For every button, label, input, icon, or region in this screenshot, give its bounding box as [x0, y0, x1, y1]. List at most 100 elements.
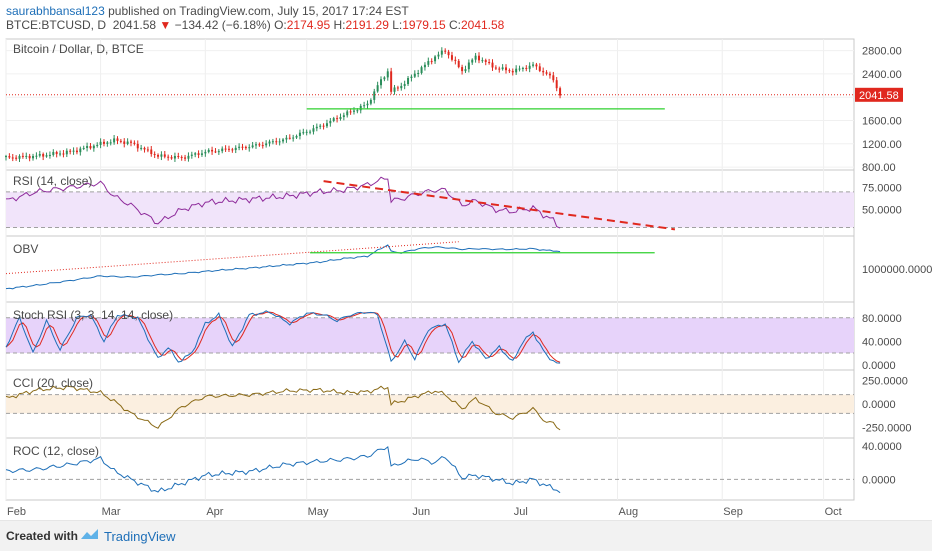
- candle-body: [555, 80, 558, 89]
- high-value: 2191.29: [345, 18, 389, 32]
- candle-body: [309, 131, 312, 133]
- rsi-trendline: [323, 180, 676, 231]
- candle-body: [190, 154, 193, 156]
- candle-body: [42, 154, 45, 157]
- candle-body: [525, 67, 528, 69]
- stoch-pane-title: Stoch RSI (3, 3, 14, 14, close): [13, 308, 173, 322]
- obv-line: [5, 244, 561, 290]
- candle-body: [352, 110, 355, 112]
- candle-body: [248, 147, 251, 149]
- candle-body: [200, 153, 203, 155]
- candle-body: [11, 157, 14, 159]
- indicator-tick-label: 0.0000: [862, 360, 896, 372]
- candle-body: [369, 99, 372, 104]
- candle-body: [8, 156, 11, 158]
- candle-body: [116, 138, 119, 141]
- candle-body: [552, 75, 555, 81]
- candle-body: [535, 64, 538, 67]
- indicator-tick-label: 75.0000: [862, 182, 902, 194]
- candle-body: [359, 105, 362, 111]
- candle-body: [25, 155, 28, 157]
- price-tick-label: 1600.00: [862, 116, 902, 128]
- candle-body: [417, 73, 420, 75]
- last-price-tag-label: 2041.58: [859, 90, 899, 102]
- candle-body: [302, 132, 305, 134]
- candle-body: [150, 149, 153, 155]
- candle-body: [329, 120, 332, 124]
- candle-body: [505, 67, 508, 71]
- candle-body: [515, 68, 518, 73]
- candle-body: [292, 137, 295, 139]
- candle-body: [32, 156, 35, 159]
- candle-body: [444, 50, 447, 52]
- candle-body: [184, 157, 187, 159]
- tradingview-brand[interactable]: TradingView: [104, 529, 176, 544]
- down-arrow-icon: ▼: [159, 18, 172, 32]
- candle-body: [231, 149, 234, 151]
- candle-body: [403, 84, 406, 86]
- price-tick-label: 2400.00: [862, 69, 902, 81]
- candle-body: [251, 145, 254, 148]
- candle-body: [498, 68, 501, 70]
- candle-body: [400, 85, 403, 89]
- author-link[interactable]: saurabhbansal123: [6, 4, 105, 18]
- candle-body: [420, 67, 423, 74]
- candle-body: [315, 126, 318, 129]
- candle-body: [342, 115, 345, 118]
- candle-body: [65, 150, 68, 155]
- candle-body: [99, 141, 102, 145]
- candle-body: [140, 147, 143, 149]
- candle-body: [511, 70, 514, 73]
- candle-body: [427, 61, 430, 65]
- x-tick-label: Jun: [412, 506, 430, 518]
- candle-body: [96, 144, 99, 146]
- candle-body: [234, 147, 237, 151]
- candle-body: [153, 154, 156, 156]
- candle-body: [295, 135, 298, 138]
- candle-body: [457, 60, 460, 68]
- tradingview-logo-icon: [81, 529, 98, 539]
- candle-body: [450, 55, 453, 60]
- candle-body: [119, 140, 122, 142]
- candle-body: [390, 71, 393, 92]
- candle-body: [18, 155, 21, 159]
- x-tick-label: Sep: [723, 506, 743, 518]
- candle-body: [102, 141, 105, 144]
- candle-body: [322, 125, 325, 127]
- candle-body: [437, 54, 440, 57]
- candle-body: [312, 128, 315, 132]
- candle-body: [508, 70, 511, 72]
- candle-body: [177, 156, 180, 158]
- candle-body: [204, 151, 207, 154]
- candle-body: [21, 155, 24, 157]
- candle-body: [123, 141, 126, 144]
- last-price-tag: [855, 87, 903, 102]
- candle-body: [339, 117, 342, 119]
- price-tick-label: 1200.00: [862, 139, 902, 151]
- candle-body: [265, 143, 268, 146]
- candle-body: [454, 59, 457, 61]
- candle-body: [79, 148, 82, 153]
- candle-body: [268, 141, 271, 144]
- obv-trendline: [5, 241, 459, 275]
- indicator-tick-label: 0.0000: [862, 399, 896, 411]
- chart-canvas[interactable]: Feb Mar Apr May Jun Jul Aug Sep Oct 2800.00 2400.0…: [0, 34, 932, 520]
- candle-body: [167, 156, 170, 158]
- candle-body: [356, 110, 359, 112]
- indicator-tick-label: 40.0000: [862, 336, 902, 348]
- candle-body: [92, 145, 95, 149]
- price-change: −134.42 (−6.18%): [174, 18, 271, 32]
- candle-body: [366, 103, 369, 106]
- candle-body: [255, 144, 258, 146]
- candle-body: [197, 153, 200, 155]
- candle-body: [126, 141, 129, 144]
- candle-body: [278, 141, 281, 143]
- roc-pane-title: ROC (12, close): [13, 444, 99, 458]
- candle-body: [224, 148, 227, 150]
- candle-body: [528, 65, 531, 69]
- candle-body: [82, 147, 85, 149]
- candle-body: [407, 78, 410, 85]
- candle-body: [133, 142, 136, 144]
- candle-body: [461, 67, 464, 72]
- open-label: O:: [274, 18, 287, 32]
